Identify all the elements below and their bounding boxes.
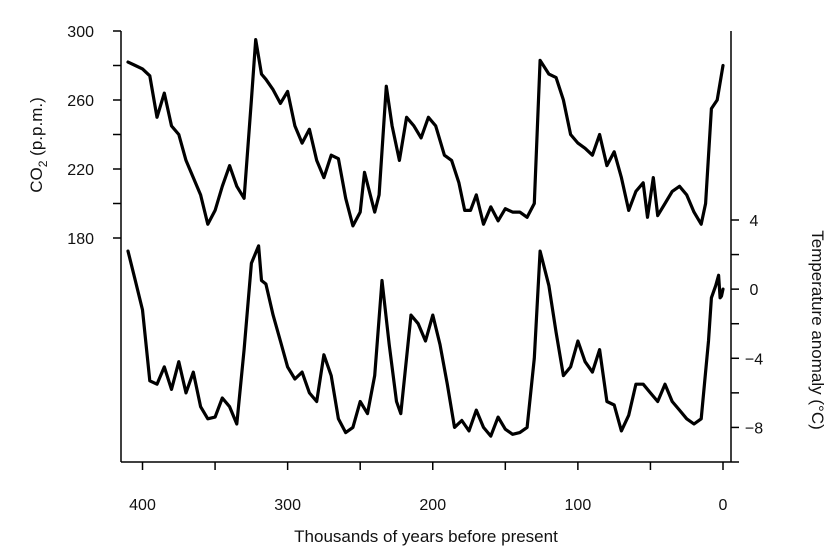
left-tick-label: 220	[67, 162, 94, 179]
x-tick-label: 0	[719, 497, 728, 514]
right-tick-label: −8	[745, 420, 763, 437]
co2-series-line	[126, 38, 725, 228]
temperature-series-line	[126, 244, 725, 438]
right-tick-label: −4	[745, 351, 763, 368]
right-tick-label: 4	[750, 213, 759, 230]
x-tick-label: 300	[274, 497, 301, 514]
x-tick-label: 200	[419, 497, 446, 514]
x-tick-label: 100	[565, 497, 592, 514]
left-axis-title-subscript: 2	[36, 160, 50, 167]
x-axis-title: Thousands of years before present	[294, 527, 558, 546]
right-axis-title: Temperature anomaly (°C)	[808, 230, 827, 430]
left-axis-title-main: CO	[27, 167, 46, 193]
left-tick-label: 180	[67, 231, 94, 248]
right-axis-ticks: 4 0 −4 −8	[731, 213, 763, 463]
x-tick-label: 400	[129, 497, 156, 514]
left-axis-title-rest: (p.p.m.)	[27, 97, 46, 160]
left-tick-label: 300	[67, 24, 94, 41]
left-tick-label: 260	[67, 93, 94, 110]
x-axis-ticks: 400 300 200 100 0	[129, 462, 728, 514]
left-axis-title: CO2 (p.p.m.)	[27, 97, 50, 192]
series-group	[126, 38, 725, 438]
left-axis-ticks: 180 220 260 300	[67, 24, 121, 248]
right-tick-label: 0	[750, 282, 759, 299]
